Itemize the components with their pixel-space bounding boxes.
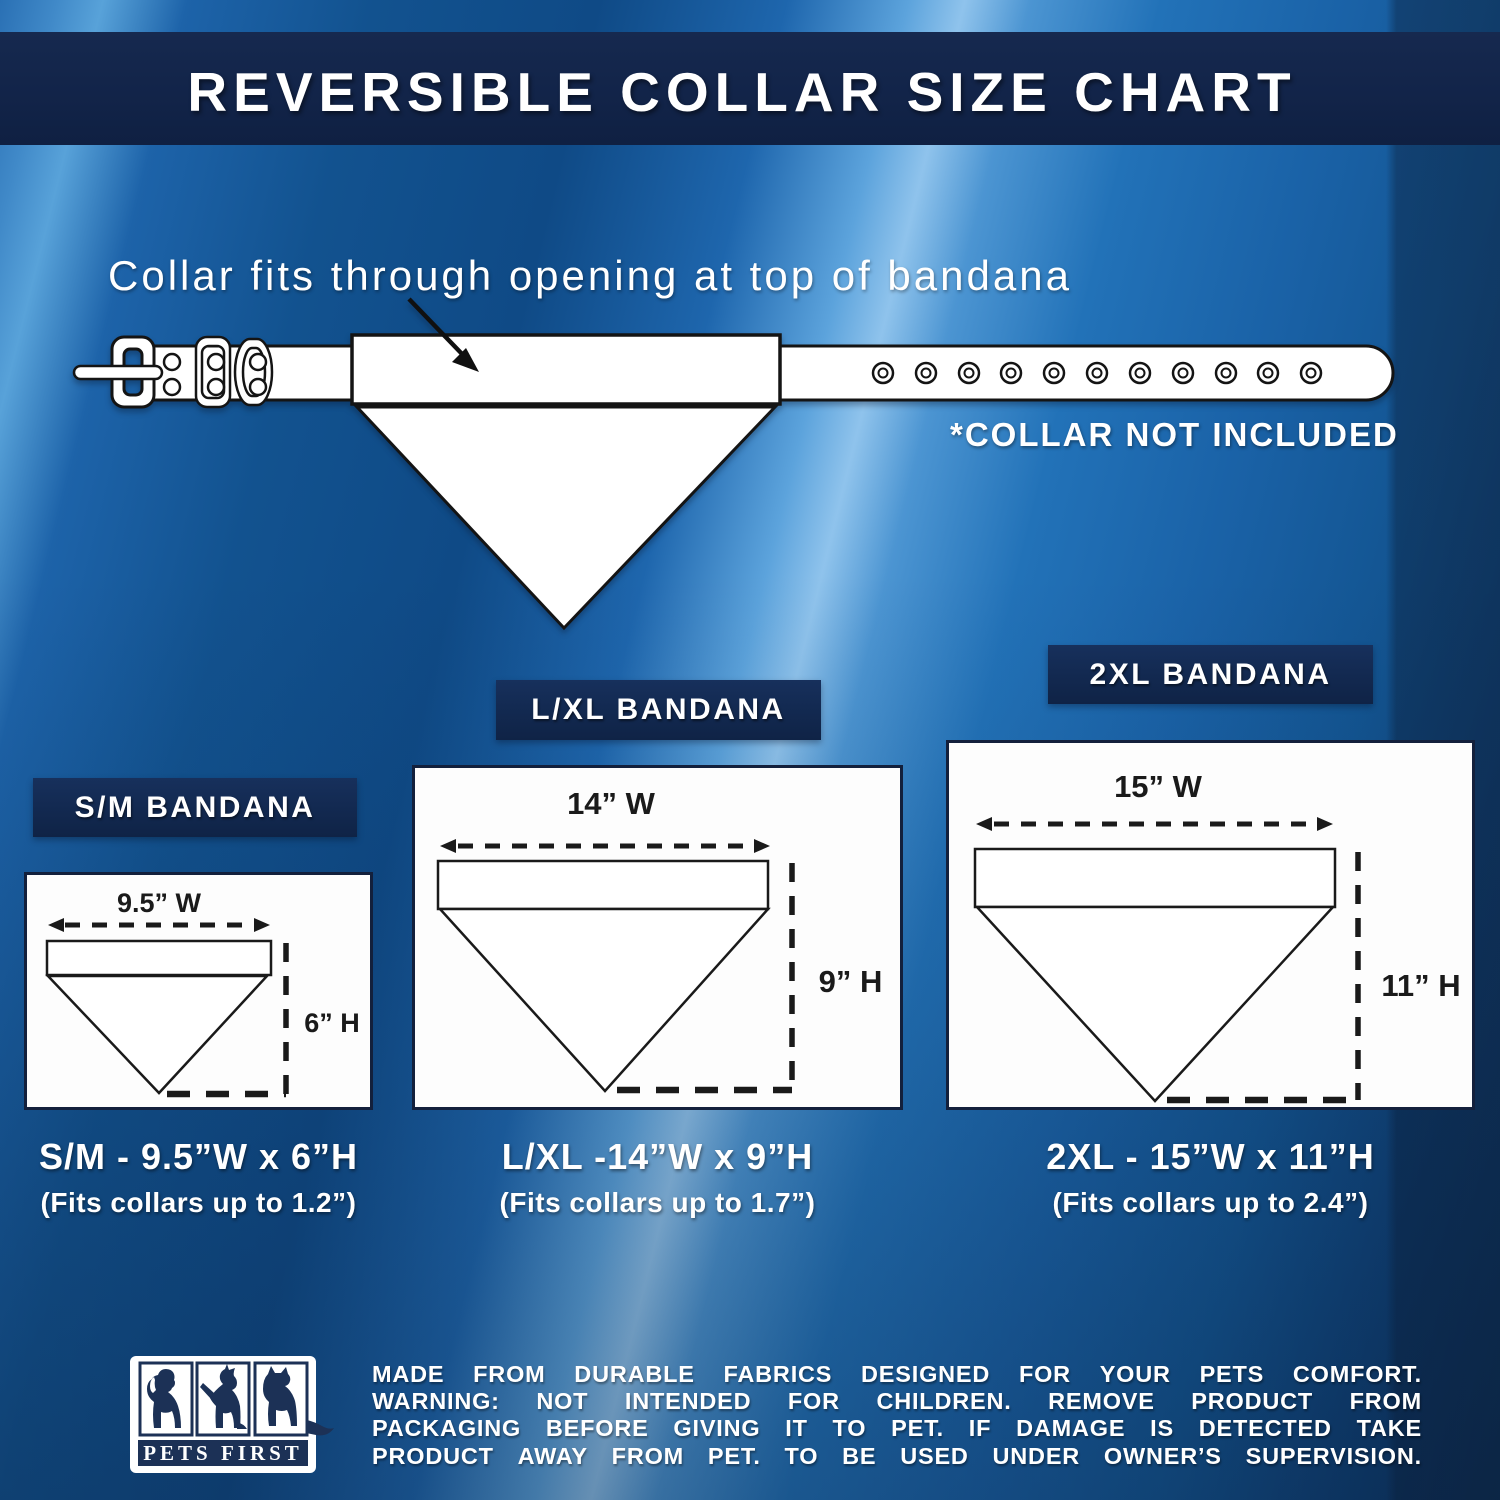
warning-line-3: PACKAGING BEFORE GIVING IT TO PET. IF DAMAGE IS D… xyxy=(372,1415,1422,1442)
logo-text-band xyxy=(138,1440,308,1466)
caption-lxl: L/XL -14”W x 9”H (Fits collars up to 1.7… xyxy=(412,1138,903,1219)
2xl-diagram xyxy=(973,817,1361,1104)
page-title: REVERSIBLE COLLAR SIZE CHART xyxy=(187,61,1297,123)
size-label-2xl: 2XL BANDANA xyxy=(1048,645,1373,704)
sm-triangle-outline xyxy=(45,974,270,1095)
lxl-arrowhead-right xyxy=(754,839,770,853)
size-panel-2xl: 15” W 11” H xyxy=(946,740,1475,1110)
sm-arrowhead-right xyxy=(254,918,270,932)
collar-eyelets xyxy=(871,361,1323,385)
sm-diagram xyxy=(45,918,289,1098)
sm-height-label: 6” H xyxy=(304,1008,360,1038)
warning-text: MADE FROM DURABLE FABRICS DESIGNED FOR YOUR PET… xyxy=(372,1361,1422,1470)
lxl-sleeve-outline xyxy=(436,859,770,911)
caption-2xl: 2XL - 15”W x 11”H (Fits collars up to 2.… xyxy=(946,1138,1475,1219)
2xl-fits-text: (Fits collars up to 2.4”) xyxy=(1052,1187,1369,1218)
2xl-size-text: 2XL - 15”W x 11”H xyxy=(1046,1136,1375,1177)
lxl-arrowhead-left xyxy=(440,839,456,853)
2xl-height-label: 11” H xyxy=(1381,968,1461,1003)
warning-line-1: MADE FROM DURABLE FABRICS DESIGNED FOR YOUR PET… xyxy=(372,1361,1422,1387)
size-label-sm: S/M BANDANA xyxy=(33,778,357,837)
collar-caption: Collar fits through opening at top of ba… xyxy=(108,252,1072,299)
size-label-lxl: L/XL BANDANA xyxy=(496,680,821,740)
caption-sm: S/M - 9.5”W x 6”H (Fits collars up to 1.… xyxy=(24,1138,373,1219)
warning-line-4: PRODUCT AWAY FROM PET. TO BE USED UNDER OWNER’S S… xyxy=(372,1442,1422,1469)
pointer-arrow xyxy=(407,297,479,372)
lxl-width-label: 14” W xyxy=(567,786,655,821)
2xl-width-label: 15” W xyxy=(1114,769,1202,804)
sm-fits-text: (Fits collars up to 1.2”) xyxy=(40,1187,357,1218)
lxl-triangle-outline xyxy=(437,907,771,1093)
sm-sleeve-outline xyxy=(45,939,273,977)
lxl-height-label: 9” H xyxy=(818,964,883,999)
2xl-triangle-outline xyxy=(974,905,1336,1103)
buckle-prong xyxy=(72,364,164,381)
size-panel-lxl: 14” W 9” H xyxy=(412,765,903,1110)
bandana-sleeve xyxy=(350,333,782,406)
2xl-sleeve-outline xyxy=(973,847,1337,909)
sm-size-text: S/M - 9.5”W x 6”H xyxy=(38,1136,359,1177)
dog-shepherd-icon xyxy=(263,1366,297,1426)
strap-holes xyxy=(162,352,268,397)
dog-lab-icon xyxy=(147,1369,181,1428)
sm-arrowhead-left xyxy=(48,918,64,932)
lxl-size-text: L/XL -14”W x 9”H xyxy=(501,1136,814,1177)
bandana-triangle xyxy=(353,405,779,631)
2xl-arrowhead-left xyxy=(976,817,992,831)
logo-brand-text: PETS FIRST xyxy=(143,1441,303,1465)
lxl-fits-text: (Fits collars up to 1.7”) xyxy=(499,1187,816,1218)
size-panel-sm: 9.5” W 6” H xyxy=(24,872,373,1110)
2xl-arrowhead-right xyxy=(1317,817,1333,831)
header-band xyxy=(0,32,1500,145)
collar-not-included-note: *COLLAR NOT INCLUDED xyxy=(950,416,1399,453)
collar-keeper-loop xyxy=(194,335,232,409)
logo-frames xyxy=(138,1361,309,1437)
sm-width-label: 9.5” W xyxy=(116,888,202,918)
buckle-frame xyxy=(110,335,156,409)
lxl-diagram xyxy=(436,839,795,1094)
pets-first-logo: PETS FIRST xyxy=(130,1356,334,1473)
dog-howling-icon xyxy=(200,1364,247,1429)
warning-line-2: WARNING: NOT INTENDED FOR CHILDREN. REMOVE PRO… xyxy=(372,1388,1422,1415)
